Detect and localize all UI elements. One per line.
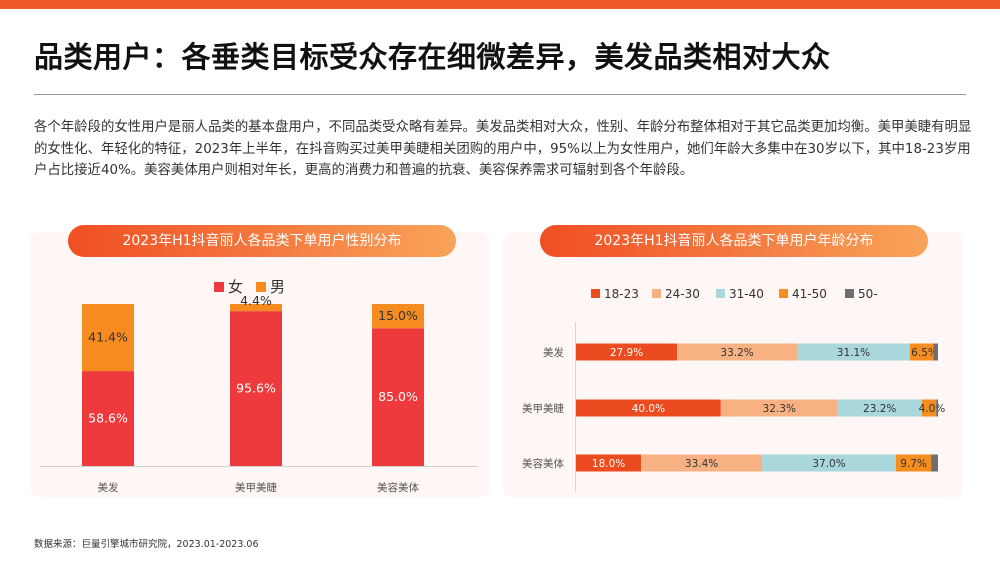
bar-美容美体-男 (372, 304, 424, 329)
bar-美发-31-40 (797, 343, 910, 361)
top-accent-bar (0, 0, 1000, 9)
data-label: 6.5% (911, 347, 938, 359)
bar-美容美体-41-50 (896, 454, 932, 472)
data-label: 33.4% (685, 458, 718, 470)
bar-美甲美睫-31-40 (837, 399, 922, 417)
data-label: 23.2% (863, 403, 896, 415)
x-tick-label: 美发 (98, 481, 119, 494)
data-label: 95.6% (236, 381, 276, 396)
data-label: 41.4% (88, 330, 128, 345)
data-label: 9.7% (900, 458, 927, 470)
legend-swatch-女 (214, 282, 224, 292)
title-divider (34, 94, 966, 95)
data-label: 32.3% (763, 403, 796, 415)
legend-swatch-18-23 (591, 289, 600, 298)
bar-美甲美睫-24-30 (720, 399, 838, 417)
legend-swatch-男 (256, 282, 266, 292)
bar-美发-41-50 (909, 343, 934, 361)
data-label: 4.4% (240, 293, 272, 308)
bar-美容美体-18-23 (576, 454, 642, 472)
bar-美容美体-24-30 (641, 454, 763, 472)
legend-label: 男 (270, 278, 285, 296)
data-source: 数据来源：巨量引擎城市研究院，2023.01-2023.06 (34, 539, 259, 550)
bar-美发-50- (933, 343, 938, 361)
intro-paragraph: 各个年龄段的女性用户是丽人品类的基本盘用户，不同品类受众略有差异。美发品类相对大… (34, 120, 972, 178)
age-chart-panel (503, 232, 963, 497)
bar-美发-18-23 (576, 343, 677, 361)
legend-label: 18-23 (604, 287, 639, 301)
y-tick-label: 美容美体 (522, 457, 564, 470)
bar-美发-女 (82, 371, 134, 466)
bar-美甲美睫-男 (230, 304, 282, 312)
data-label: 18.0% (592, 458, 625, 470)
bar-美甲美睫-女 (230, 311, 282, 466)
legend-label: 24-30 (665, 287, 700, 301)
bar-美容美体-31-40 (762, 454, 897, 472)
data-label: 31.1% (837, 347, 870, 359)
data-label: 27.9% (610, 347, 643, 359)
page-title: 品类用户：各垂类目标受众存在细微差异，美发品类相对大众 (34, 40, 831, 74)
bar-美发-24-30 (676, 343, 798, 361)
bar-美容美体-女 (372, 328, 424, 466)
legend-label: 41-50 (792, 287, 827, 301)
bar-美甲美睫-50- (936, 399, 938, 417)
x-tick-label: 美容美体 (377, 481, 419, 494)
data-label: 40.0% (632, 403, 665, 415)
age-chart-title: 2023年H1抖音丽人各品类下单用户年龄分布 (540, 225, 928, 257)
y-tick-label: 美发 (543, 346, 564, 359)
data-label: 4.0% (919, 403, 946, 415)
y-tick-label: 美甲美睫 (522, 402, 564, 415)
legend-swatch-50- (845, 289, 854, 298)
data-label: 37.0% (812, 458, 845, 470)
gender-chart-title: 2023年H1抖音丽人各品类下单用户性别分布 (68, 225, 456, 257)
legend-swatch-24-30 (652, 289, 661, 298)
x-tick-label: 美甲美睫 (235, 481, 277, 494)
bar-美发-男 (82, 304, 134, 372)
data-label: 85.0% (378, 389, 418, 404)
legend-label: 50- (858, 287, 878, 301)
data-label: 33.2% (720, 347, 753, 359)
data-label: 15.0% (378, 308, 418, 323)
bar-美甲美睫-18-23 (576, 399, 721, 417)
bar-美甲美睫-41-50 (921, 399, 937, 417)
legend-label: 31-40 (729, 287, 764, 301)
bar-美容美体-50- (931, 454, 938, 472)
legend-swatch-31-40 (716, 289, 725, 298)
legend-label: 女 (228, 278, 243, 296)
data-label: 58.6% (88, 411, 128, 426)
legend-swatch-41-50 (779, 289, 788, 298)
